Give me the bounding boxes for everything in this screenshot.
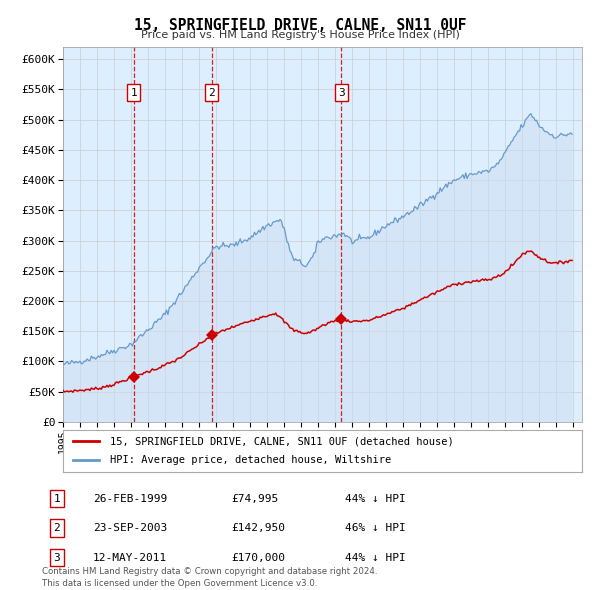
- Text: Price paid vs. HM Land Registry's House Price Index (HPI): Price paid vs. HM Land Registry's House …: [140, 30, 460, 40]
- Text: £142,950: £142,950: [231, 523, 285, 533]
- Text: 15, SPRINGFIELD DRIVE, CALNE, SN11 0UF (detached house): 15, SPRINGFIELD DRIVE, CALNE, SN11 0UF (…: [110, 437, 454, 447]
- Text: 23-SEP-2003: 23-SEP-2003: [93, 523, 167, 533]
- Text: Contains HM Land Registry data © Crown copyright and database right 2024.
This d: Contains HM Land Registry data © Crown c…: [42, 568, 377, 588]
- Text: 2: 2: [208, 87, 215, 97]
- Text: £170,000: £170,000: [231, 553, 285, 562]
- Text: 1: 1: [130, 87, 137, 97]
- Text: 1: 1: [53, 494, 61, 503]
- Text: 3: 3: [53, 553, 61, 562]
- Text: 2: 2: [53, 523, 61, 533]
- Text: 12-MAY-2011: 12-MAY-2011: [93, 553, 167, 562]
- Text: 3: 3: [338, 87, 345, 97]
- Text: 46% ↓ HPI: 46% ↓ HPI: [345, 523, 406, 533]
- Text: 15, SPRINGFIELD DRIVE, CALNE, SN11 0UF: 15, SPRINGFIELD DRIVE, CALNE, SN11 0UF: [134, 18, 466, 32]
- Text: 44% ↓ HPI: 44% ↓ HPI: [345, 494, 406, 503]
- Text: 26-FEB-1999: 26-FEB-1999: [93, 494, 167, 503]
- Text: HPI: Average price, detached house, Wiltshire: HPI: Average price, detached house, Wilt…: [110, 455, 391, 465]
- Text: 44% ↓ HPI: 44% ↓ HPI: [345, 553, 406, 562]
- Text: £74,995: £74,995: [231, 494, 278, 503]
